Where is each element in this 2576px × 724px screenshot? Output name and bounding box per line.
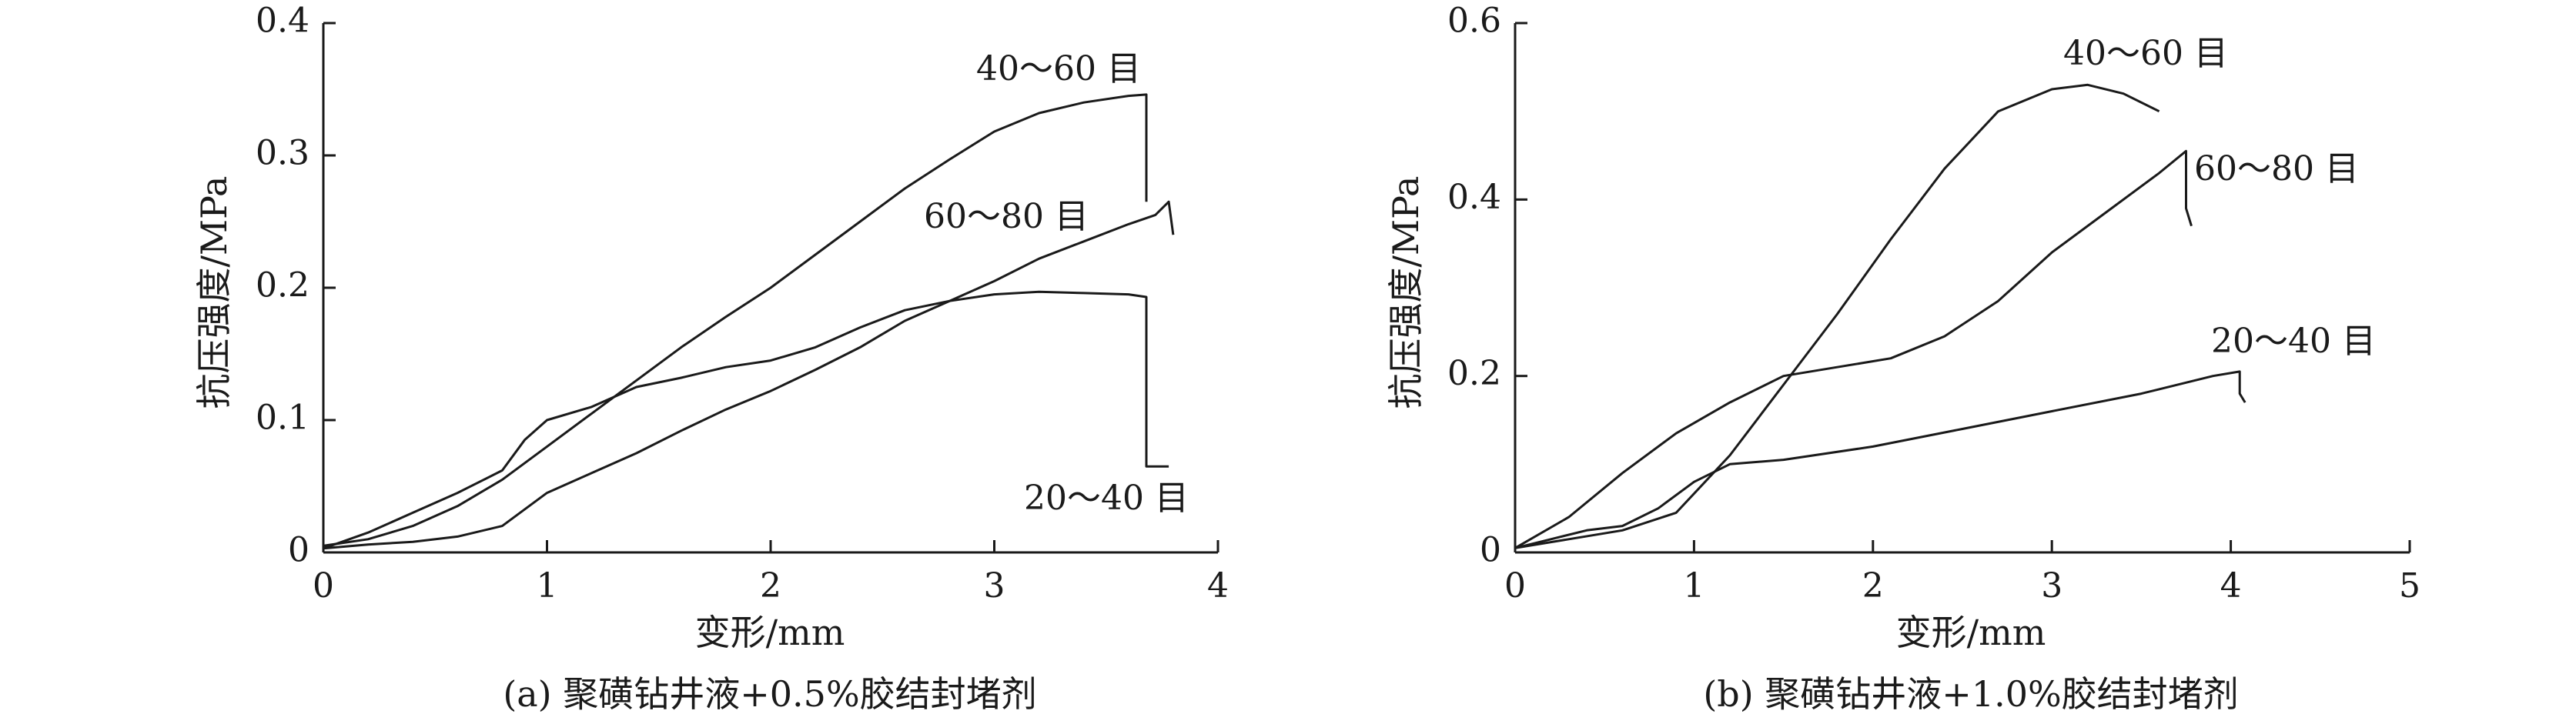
panel-a-series bbox=[323, 93, 1175, 550]
panel-b-x-tick-label-0: 0 bbox=[1504, 566, 1526, 606]
panel-b-label-40-60: 40～60 目 bbox=[2063, 34, 2228, 73]
panel-a-y-tick-label-2: 0.2 bbox=[256, 266, 309, 305]
panel-b-ticks: 0 1 2 3 4 5 0 0.2 0.4 0.6 bbox=[1447, 2, 2420, 606]
panel-a-x-tick-label-4: 4 bbox=[1207, 566, 1229, 606]
panel-a-label-60-80: 60～80 目 bbox=[924, 197, 1089, 236]
panel-a-x-axis-label: 变形/mm bbox=[695, 612, 845, 653]
panel-a-label-40-60: 40～60 目 bbox=[976, 49, 1141, 88]
panel-b-y-tick-label-0: 0 bbox=[1480, 531, 1501, 570]
panel-a-y-tick-label-4: 0.4 bbox=[256, 2, 309, 41]
panel-b-y-tick-label-3: 0.6 bbox=[1447, 2, 1501, 41]
panel-b-y-axis-label: 抗压强度/MPa bbox=[1385, 176, 1427, 409]
panel-a-y-axis-label: 抗压强度/MPa bbox=[193, 176, 235, 409]
panel-b-x-axis-label: 变形/mm bbox=[1896, 612, 2046, 653]
panel-a-label-20-40: 20～40 目 bbox=[1024, 479, 1189, 518]
panel-a-x-tick-label-0: 0 bbox=[313, 566, 334, 606]
panel-a-y-tick-label-3: 0.3 bbox=[256, 134, 309, 173]
panel-b-x-tick-label-2: 2 bbox=[1862, 566, 1884, 606]
panel-a-y-tick-label-1: 0.1 bbox=[256, 399, 309, 438]
panel-b-title: (b) 聚磺钻井液+1.0%胶结封堵剂 bbox=[1703, 673, 2238, 715]
panel-a-x-tick-label-3: 3 bbox=[984, 566, 1005, 606]
panel-a-series-20-40 bbox=[323, 290, 1169, 550]
panel-a-x-tick-label-1: 1 bbox=[537, 566, 558, 606]
panel-b-series-60-80 bbox=[1514, 149, 2193, 549]
panel-b-series bbox=[1514, 83, 2246, 549]
panel-b-y-tick-label-2: 0.4 bbox=[1447, 178, 1501, 217]
panel-a-title: (a) 聚磺钻井液+0.5%胶结封堵剂 bbox=[503, 673, 1036, 715]
panel-b-label-60-80: 60～80 目 bbox=[2194, 149, 2359, 189]
panel-b-x-tick-label-4: 4 bbox=[2220, 566, 2242, 606]
panel-a: 0 1 2 3 4 0 0.1 0.2 0.3 0.4 抗压强度/MPa 变形/mm (a) 聚磺… bbox=[193, 2, 1229, 716]
panel-a-series-60-80 bbox=[323, 200, 1175, 550]
panel-b: 0 1 2 3 4 5 0 0.2 0.4 0.6 抗压强度/MPa 变形/mm (b) 聚磺钻井… bbox=[1385, 2, 2420, 716]
panel-a-series-40-60 bbox=[323, 93, 1148, 547]
panel-b-y-tick-label-1: 0.2 bbox=[1447, 354, 1501, 393]
panel-b-x-tick-label-1: 1 bbox=[1683, 566, 1705, 606]
panel-a-x-tick-label-2: 2 bbox=[760, 566, 781, 606]
panel-a-y-tick-label-0: 0 bbox=[288, 531, 309, 570]
panel-b-series-40-60 bbox=[1514, 83, 2160, 549]
panel-b-x-tick-label-3: 3 bbox=[2041, 566, 2062, 606]
panel-b-series-20-40 bbox=[1514, 370, 2246, 549]
panel-b-x-tick-label-5: 5 bbox=[2399, 566, 2420, 606]
panel-a-ticks: 0 1 2 3 4 0 0.1 0.2 0.3 0.4 bbox=[256, 2, 1229, 606]
panel-b-label-20-40: 20～40 目 bbox=[2211, 322, 2376, 361]
